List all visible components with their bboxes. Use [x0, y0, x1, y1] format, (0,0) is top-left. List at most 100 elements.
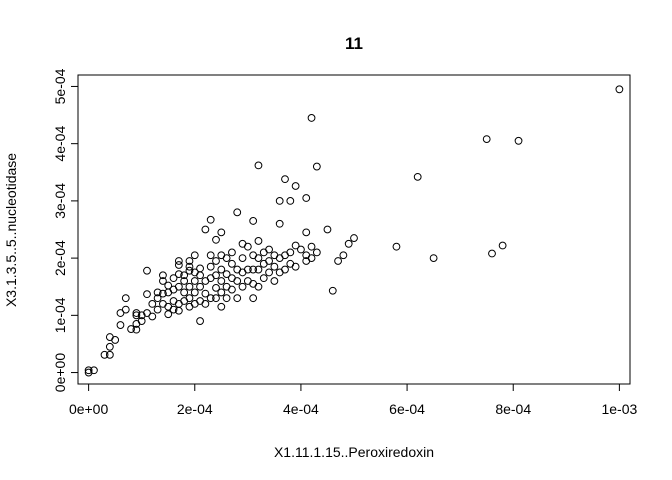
data-point — [222, 270, 231, 279]
data-point — [228, 248, 236, 257]
data-point — [328, 286, 337, 295]
data-point — [254, 237, 263, 245]
data-point — [344, 239, 353, 248]
data-point — [190, 288, 199, 297]
data-point — [212, 235, 220, 244]
data-point — [180, 271, 189, 280]
data-point — [201, 289, 210, 298]
data-point — [259, 274, 268, 283]
data-point — [312, 248, 321, 257]
data-point — [132, 309, 141, 317]
data-point — [413, 172, 422, 181]
data-point — [270, 277, 279, 285]
data-point — [132, 311, 141, 320]
data-point — [222, 254, 231, 263]
data-point — [270, 262, 279, 271]
data-point — [148, 312, 157, 321]
data-point — [249, 265, 258, 274]
y-axis-label: X3.1.3.5..5..nucleotidase — [3, 153, 19, 307]
data-point — [233, 208, 242, 217]
data-point — [286, 196, 295, 205]
data-point — [339, 251, 348, 260]
data-point — [217, 302, 226, 311]
data-point — [185, 257, 194, 265]
data-point — [143, 309, 151, 317]
data-point — [116, 321, 125, 329]
data-point — [254, 254, 263, 263]
data-point — [159, 277, 167, 285]
data-point — [222, 294, 231, 303]
data-point — [190, 277, 199, 285]
data-point — [148, 299, 157, 308]
data-point — [238, 254, 247, 263]
data-point — [116, 309, 125, 317]
data-point — [164, 281, 173, 290]
data-point — [185, 282, 194, 291]
data-point — [84, 366, 93, 375]
data-point — [286, 248, 295, 257]
data-point — [243, 265, 252, 274]
y-tick-label: 3e-04 — [52, 183, 68, 219]
data-point — [212, 283, 220, 292]
data-point — [238, 282, 247, 291]
data-point — [312, 162, 321, 171]
x-tick-label: 2e-04 — [177, 401, 213, 417]
data-point — [249, 217, 258, 225]
data-point — [206, 294, 215, 303]
data-point — [275, 196, 284, 205]
data-point — [159, 271, 167, 280]
data-point — [100, 350, 109, 359]
data-point — [174, 257, 183, 265]
data-point — [159, 289, 167, 298]
data-point — [180, 277, 189, 285]
data-point — [254, 265, 263, 274]
data-point — [265, 245, 273, 254]
x-tick-label: 1e-03 — [601, 401, 637, 417]
data-point — [615, 85, 624, 94]
y-tick-label: 0e+00 — [52, 353, 68, 393]
data-point — [90, 366, 98, 375]
data-point — [392, 242, 401, 251]
data-point — [291, 182, 300, 190]
data-point — [302, 194, 311, 202]
data-point — [307, 254, 316, 263]
data-point — [153, 288, 162, 297]
data-point — [164, 310, 173, 319]
y-tick-label: 4e-04 — [52, 126, 68, 162]
data-point — [482, 135, 491, 143]
data-point — [153, 305, 162, 314]
data-point — [265, 268, 273, 277]
data-point — [196, 264, 204, 273]
x-axis: 0e+00 2e-04 4e-04 6e-04 8e-04 1e-03 — [69, 383, 637, 417]
data-point — [185, 262, 194, 271]
data-point — [275, 219, 284, 228]
data-point — [429, 254, 438, 263]
x-tick-label: 6e-04 — [389, 401, 425, 417]
data-points — [84, 85, 624, 377]
y-tick-label: 2e-04 — [52, 240, 68, 276]
data-point — [143, 266, 151, 275]
data-point — [169, 305, 178, 314]
data-point — [302, 228, 311, 237]
data-point — [498, 241, 507, 250]
y-tick-label: 5e-04 — [52, 68, 68, 104]
data-point — [281, 175, 289, 184]
plot-frame — [77, 74, 631, 385]
data-point — [169, 274, 178, 283]
data-point — [174, 282, 183, 291]
data-point — [105, 350, 114, 359]
data-point — [334, 257, 342, 265]
data-point — [121, 294, 130, 303]
data-point — [127, 325, 135, 333]
data-point — [143, 290, 151, 299]
data-point — [174, 270, 183, 279]
data-point — [206, 215, 215, 224]
data-point — [105, 342, 114, 351]
data-point — [196, 282, 204, 291]
data-point — [212, 294, 220, 303]
x-tick-label: 4e-04 — [283, 401, 319, 417]
data-point — [217, 265, 226, 274]
x-axis-label: X1.11.1.15..Peroxiredoxin — [274, 444, 434, 460]
data-point — [185, 266, 194, 275]
